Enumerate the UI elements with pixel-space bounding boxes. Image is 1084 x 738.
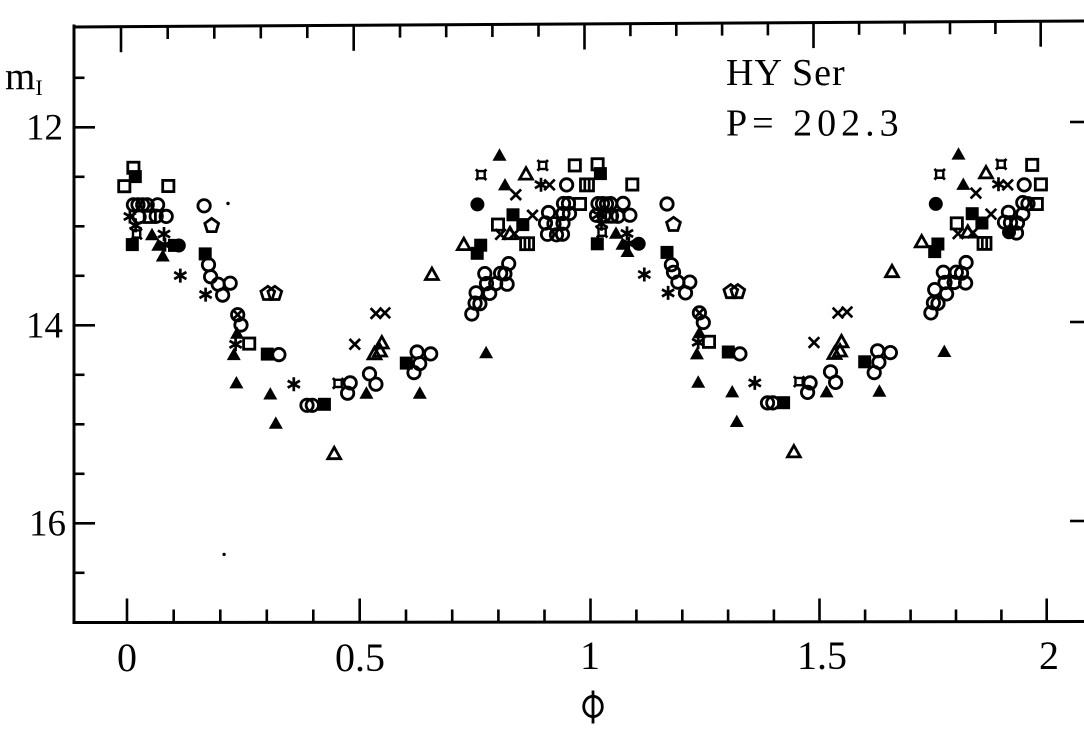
svg-text:0.5: 0.5 (335, 635, 385, 680)
svg-text:12: 12 (26, 107, 63, 148)
svg-text:2: 2 (1039, 633, 1059, 678)
svg-text:1.5: 1.5 (797, 633, 847, 678)
svg-text:HY Ser: HY Ser (726, 52, 846, 94)
svg-text:P= 202.3: P= 202.3 (726, 103, 904, 145)
svg-text:1: 1 (580, 633, 600, 678)
svg-text:mI: mI (5, 55, 43, 100)
svg-text:16: 16 (29, 503, 66, 544)
svg-text:0: 0 (117, 635, 137, 680)
svg-text:14: 14 (26, 305, 63, 346)
